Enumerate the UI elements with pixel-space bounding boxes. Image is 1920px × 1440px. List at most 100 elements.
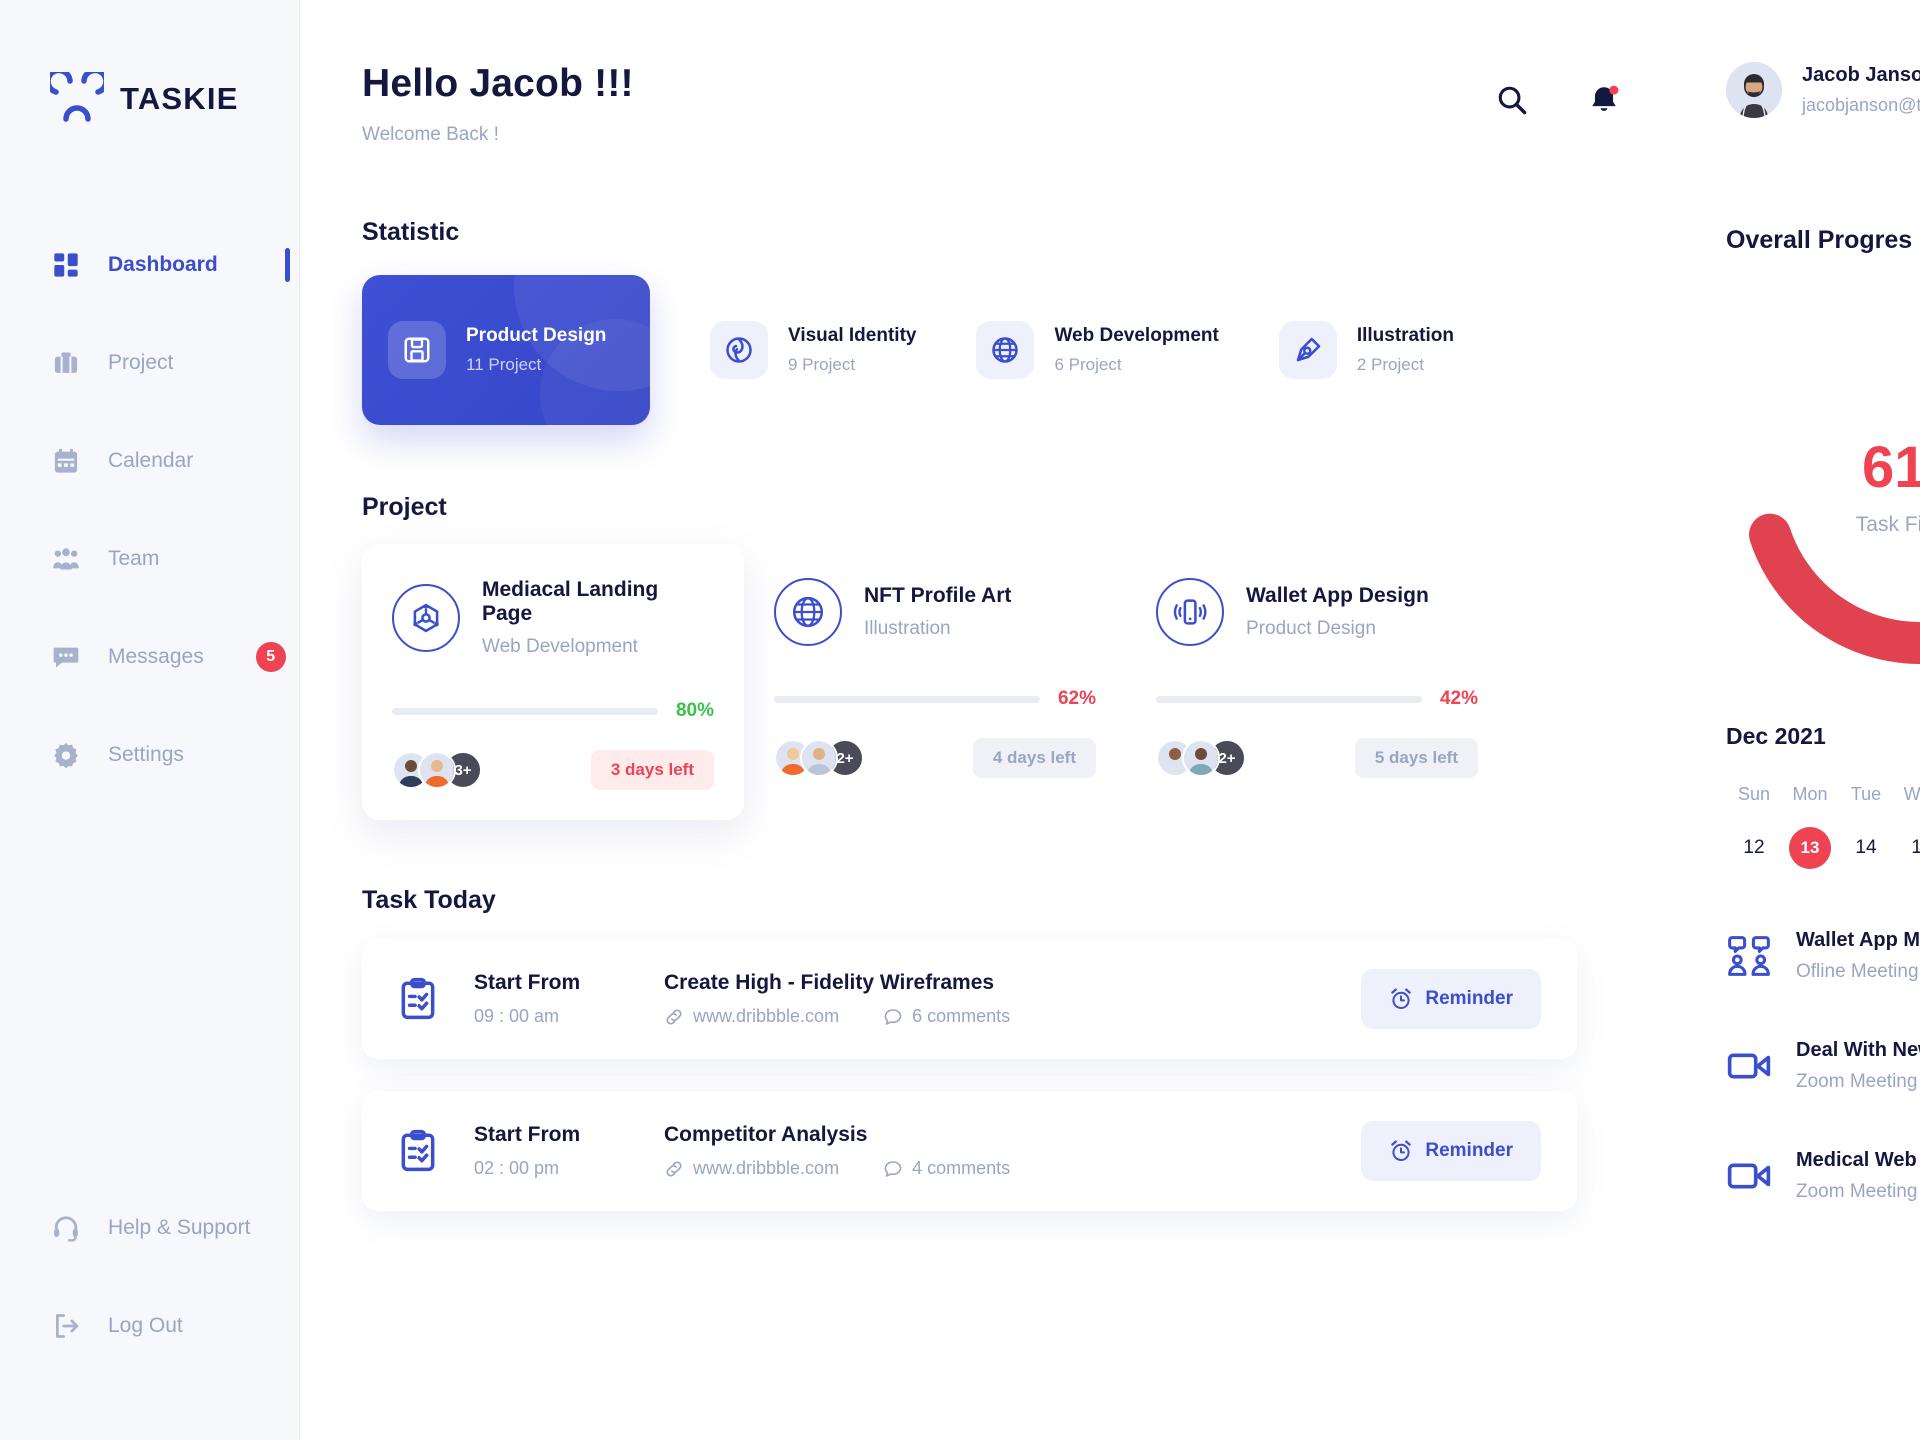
avatar — [418, 751, 456, 789]
task-start-label: Start From — [474, 1123, 581, 1146]
task-meta: www.dribbble.com 4 comments — [664, 1158, 1361, 1179]
sidebar-item-calendar[interactable]: Calendar — [0, 432, 299, 490]
task-link-label: www.dribbble.com — [693, 1006, 840, 1026]
reminder-button-label: Reminder — [1425, 988, 1513, 1009]
project-card-mediacal-landing-page[interactable]: Mediacal Landing Page Web Development 80… — [362, 544, 744, 820]
project-card-wallet-app-design[interactable]: Wallet App Design Product Design 42% — [1126, 544, 1508, 820]
project-card-text: Mediacal Landing Page Web Development — [482, 578, 714, 658]
calendar-day[interactable]: Mon 13 — [1782, 784, 1838, 869]
sidebar-item-label: Project — [108, 351, 174, 374]
comment-icon — [884, 1008, 902, 1025]
brand-name: TASKIE — [120, 81, 239, 116]
calendar-date: 15 — [1911, 837, 1920, 858]
people-icon — [50, 543, 82, 575]
sidebar-item-label: Dashboard — [108, 253, 218, 276]
sidebar-item-team[interactable]: Team — [0, 530, 299, 588]
active-indicator — [285, 248, 290, 282]
meeting-title: Wallet App Meeting — [1796, 929, 1920, 951]
calendar-dow: Sun — [1737, 784, 1771, 804]
project-card-category: Illustration — [864, 618, 951, 639]
calendar-month: Dec 2021 — [1726, 723, 1826, 749]
project-card-name: NFT Profile Art — [864, 584, 1012, 607]
task-row[interactable]: Start From 09 : 00 am Create High - Fide… — [362, 939, 1577, 1059]
sidebar-item-project[interactable]: Project — [0, 334, 299, 392]
sidebar-item-messages[interactable]: Messages 5 — [0, 628, 299, 686]
meeting-title: Deal With New Client — [1796, 1039, 1920, 1061]
bell-icon[interactable] — [1588, 84, 1620, 116]
statistic-card-count: 2 Project — [1356, 355, 1424, 374]
meeting-item[interactable]: Deal With New Client Zoom Meeting — [1726, 1039, 1920, 1093]
spiral-icon — [710, 321, 768, 379]
main-header: Hello Jacob !!! Welcome Back ! — [362, 62, 1682, 146]
statistic-card-count: 11 Project — [466, 355, 542, 374]
task-comments-label: 4 comments — [912, 1158, 1011, 1178]
task-meta: www.dribbble.com 6 comments — [664, 1006, 1361, 1027]
sidebar-item-log-out[interactable]: Log Out — [0, 1297, 299, 1355]
donut-chart-icon — [1741, 306, 1920, 665]
mobile-vibrate-icon — [1156, 578, 1224, 646]
search-icon[interactable] — [1496, 84, 1528, 116]
gear-icon — [50, 739, 82, 771]
account-text: Jacob Janson jacobjanson@task — [1802, 64, 1920, 116]
meeting-item[interactable]: Medical Web Meeting Zoom Meeting — [1726, 1149, 1920, 1203]
statistic-card-name: Web Development — [1054, 325, 1219, 346]
project-card-footer: 3+ 3 days left — [392, 750, 714, 790]
calendar-day[interactable]: Wed 15 — [1894, 784, 1920, 869]
statistic-card-name: Illustration — [1356, 325, 1454, 346]
globe-icon — [976, 321, 1035, 379]
project-card-header: Wallet App Design Product Design — [1156, 578, 1478, 646]
sidebar-item-label: Help & Support — [108, 1216, 251, 1239]
reminder-button[interactable]: Reminder — [1361, 969, 1541, 1029]
meeting-item[interactable]: Wallet App Meeting Ofline Meeting — [1726, 929, 1920, 983]
task-row[interactable]: Start From 02 : 00 pm Competitor Analysi… — [362, 1091, 1577, 1211]
sidebar-item-help-support[interactable]: Help & Support — [0, 1199, 299, 1257]
sidebar-item-dashboard[interactable]: Dashboard — [0, 236, 299, 294]
calendar-day[interactable]: Sun 12 — [1726, 784, 1782, 869]
avatar — [1726, 62, 1782, 118]
people-talk-icon — [1726, 933, 1772, 979]
project-card-header: Mediacal Landing Page Web Development — [392, 578, 714, 658]
task-comments[interactable]: 6 comments — [883, 1006, 1010, 1027]
statistic-card-web-development[interactable]: Web Development 6 Project — [976, 321, 1219, 379]
alarm-clock-icon — [1391, 1140, 1412, 1161]
meeting-title: Medical Web Meeting — [1796, 1149, 1920, 1171]
account-name: Jacob Janson — [1802, 64, 1920, 86]
task-today-section: Task Today Start From 09 : 00 am Create … — [362, 886, 1682, 1211]
task-time: 02 : 00 pm — [474, 1158, 560, 1178]
calendar-day[interactable]: Tue 14 — [1838, 784, 1894, 869]
task-link[interactable]: www.dribbble.com — [664, 1006, 839, 1027]
account-block[interactable]: Jacob Janson jacobjanson@task — [1726, 62, 1920, 118]
reminder-button-label: Reminder — [1425, 1140, 1513, 1161]
statistic-card-product-design[interactable]: Product Design 11 Project — [362, 275, 650, 425]
reminder-button[interactable]: Reminder — [1361, 1121, 1541, 1181]
pen-nib-icon — [1278, 321, 1337, 379]
progress-percent: 80% — [675, 700, 714, 721]
sidebar-item-label: Messages — [108, 645, 204, 668]
days-left-badge: 4 days left — [972, 738, 1096, 778]
save-disk-icon — [388, 321, 446, 379]
greeting-block: Hello Jacob !!! Welcome Back ! — [362, 62, 634, 146]
link-icon — [666, 1160, 682, 1177]
overall-progress-percent: 61% — [1861, 434, 1920, 500]
task-link[interactable]: www.dribbble.com — [664, 1158, 839, 1179]
sidebar-item-label: Log Out — [108, 1314, 183, 1337]
brand-logo[interactable]: TASKIE — [0, 0, 299, 126]
statistic-section: Statistic Product Design 11 Proje — [362, 218, 1682, 425]
sidebar-item-settings[interactable]: Settings — [0, 726, 299, 784]
task-comments[interactable]: 4 comments — [883, 1158, 1010, 1179]
calendar-dow: Wed — [1903, 784, 1920, 804]
statistic-card-illustration[interactable]: Illustration 2 Project — [1278, 321, 1454, 379]
page-subtitle: Welcome Back ! — [362, 124, 499, 145]
globe-outline-icon — [774, 578, 842, 646]
meeting-type: Ofline Meeting — [1796, 961, 1919, 982]
project-cards: Mediacal Landing Page Web Development 80… — [362, 544, 1682, 820]
logout-icon — [50, 1310, 82, 1342]
statistic-card-visual-identity[interactable]: Visual Identity 9 Project — [710, 321, 916, 379]
comment-icon — [884, 1160, 902, 1177]
avatar-group: 2+ — [1156, 739, 1246, 777]
project-card-nft-profile-art[interactable]: NFT Profile Art Illustration 62% — [744, 544, 1126, 820]
project-card-name: Mediacal Landing Page — [482, 578, 659, 625]
task-main-block: Create High - Fidelity Wireframes www.dr… — [664, 971, 1361, 1027]
alarm-clock-icon — [1391, 988, 1412, 1009]
